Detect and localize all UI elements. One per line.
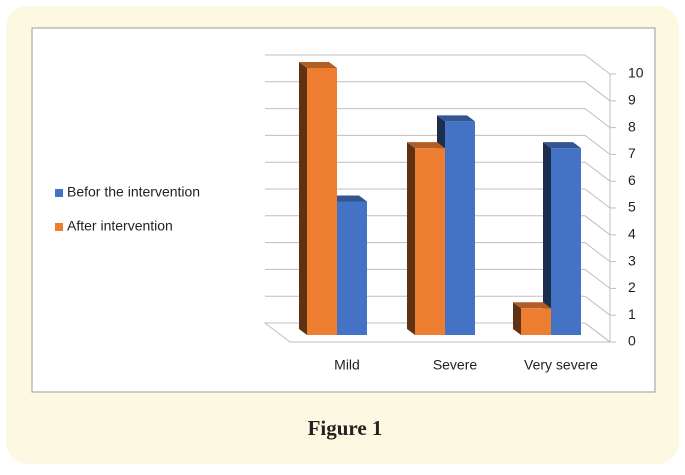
legend-swatch xyxy=(55,223,63,231)
x-tick-label: Severe xyxy=(433,357,478,373)
grid-line xyxy=(265,322,611,343)
grid-line xyxy=(265,242,611,262)
y-tick-label: 0 xyxy=(628,333,636,349)
bar xyxy=(307,68,337,335)
bar-side xyxy=(407,142,415,335)
y-tick-label: 8 xyxy=(628,118,636,134)
y-tick-label: 10 xyxy=(628,65,644,81)
legend-swatch xyxy=(55,189,63,197)
bar-side xyxy=(299,62,307,335)
bar-top xyxy=(299,62,337,68)
bar-side xyxy=(543,142,551,335)
grid-line xyxy=(265,215,611,236)
caption: Figure 1 xyxy=(308,416,383,440)
x-tick-label: Mild xyxy=(334,357,360,373)
y-tick-label: 1 xyxy=(628,306,636,322)
bar-top xyxy=(543,142,581,149)
x-tick-label: Very severe xyxy=(524,357,598,373)
bar-side xyxy=(513,302,521,335)
grid-line xyxy=(265,108,611,128)
grid-line xyxy=(265,188,611,209)
bar xyxy=(445,121,475,336)
bar-top xyxy=(407,142,445,149)
bar-top xyxy=(513,302,551,309)
bar xyxy=(415,148,445,335)
grid-line xyxy=(265,161,611,182)
y-tick-label: 6 xyxy=(628,172,636,188)
y-tick-label: 5 xyxy=(628,199,636,215)
grid-line xyxy=(265,54,611,75)
grid-line xyxy=(265,81,611,102)
grid-line xyxy=(265,134,611,155)
bar xyxy=(521,308,551,335)
legend-label: Befor the intervention xyxy=(67,184,200,200)
bar xyxy=(337,201,367,335)
y-tick-label: 4 xyxy=(628,226,636,242)
legend-label: After intervention xyxy=(67,218,173,234)
y-tick-label: 9 xyxy=(628,92,636,108)
y-tick-label: 2 xyxy=(628,279,636,295)
grid-line xyxy=(265,295,611,316)
bar-top xyxy=(329,195,367,202)
y-tick-label: 3 xyxy=(628,252,636,268)
bar xyxy=(551,148,581,335)
y-tick-label: 7 xyxy=(628,145,636,161)
bar-top xyxy=(437,115,475,122)
grid-line xyxy=(265,268,611,289)
